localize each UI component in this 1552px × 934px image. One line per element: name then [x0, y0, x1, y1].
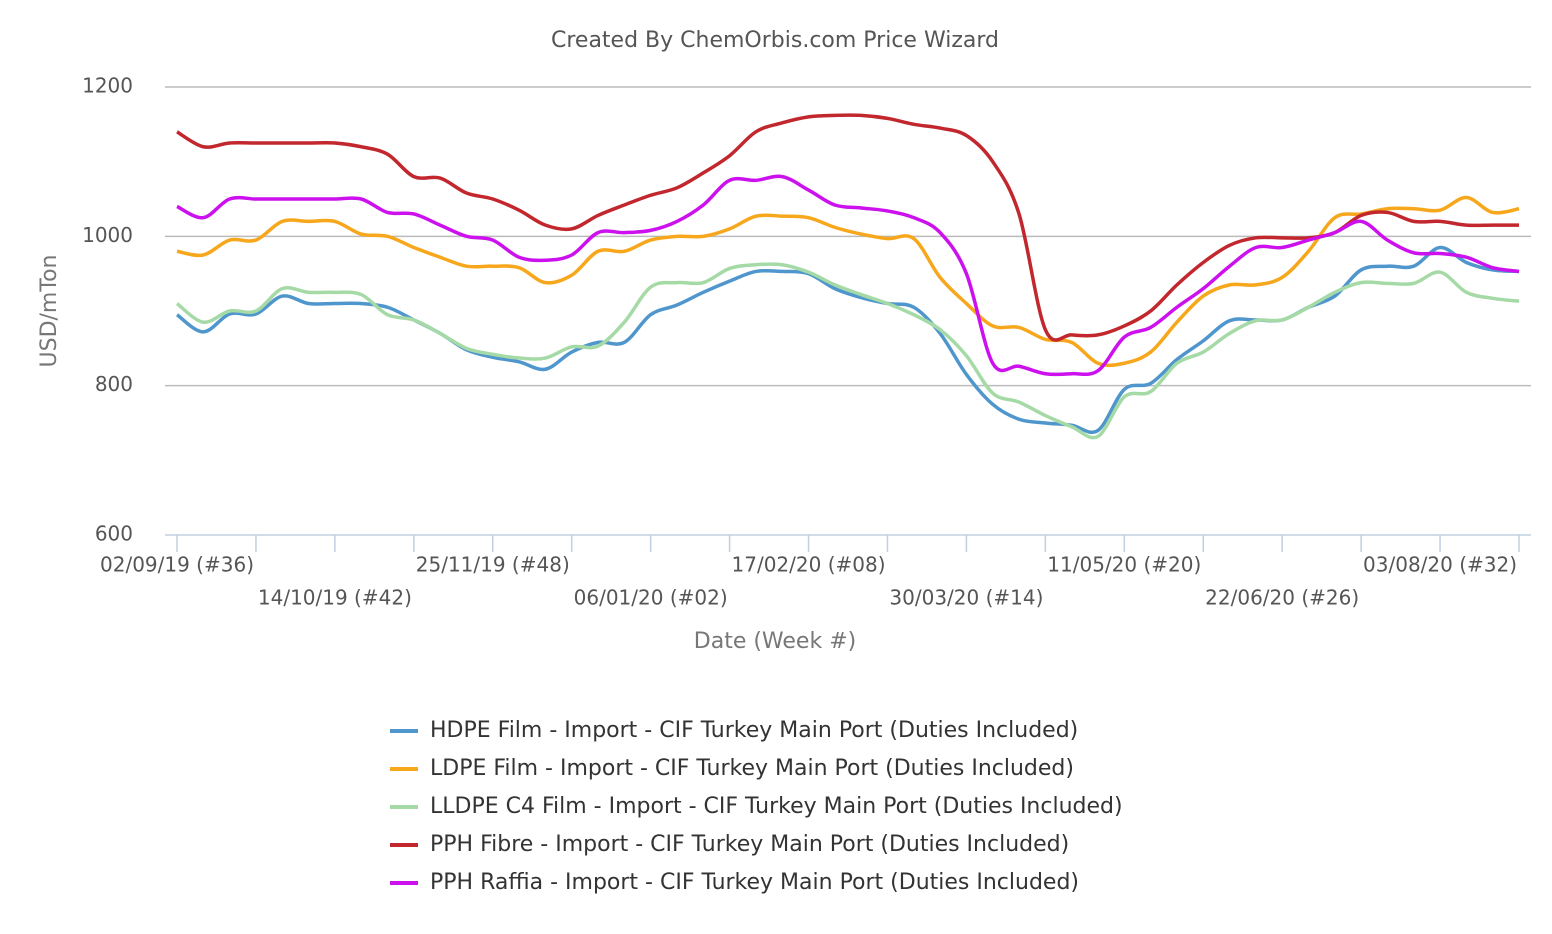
legend-label: HDPE Film - Import - CIF Turkey Main Por… — [430, 718, 1078, 743]
y-tick-label: 800 — [95, 372, 133, 396]
chart-title: Created By ChemOrbis.com Price Wizard — [551, 28, 999, 53]
legend-label: PPH Fibre - Import - CIF Turkey Main Por… — [430, 832, 1069, 857]
x-tick-label: 03/08/20 (#32) — [1363, 553, 1517, 577]
series-line — [176, 195, 1520, 368]
y-tick-label: 1000 — [82, 223, 133, 247]
x-tick-label: 22/06/20 (#26) — [1205, 586, 1359, 610]
y-axis-label: USD/mTon — [37, 255, 62, 368]
legend-label: LLDPE C4 Film - Import - CIF Turkey Main… — [430, 794, 1123, 819]
x-tick-label: 11/05/20 (#20) — [1047, 553, 1201, 577]
x-tick-label: 14/10/19 (#42) — [258, 586, 412, 610]
x-tick-label: 06/01/20 (#02) — [574, 586, 728, 610]
series-line — [175, 245, 1520, 435]
x-tick-label: 25/11/19 (#48) — [416, 553, 570, 577]
y-tick-label: 600 — [95, 522, 133, 546]
y-tick-label: 1200 — [82, 74, 133, 98]
x-axis-label: Date (Week #) — [694, 629, 856, 654]
legend-label: LDPE Film - Import - CIF Turkey Main Por… — [430, 756, 1074, 781]
series-line — [175, 262, 1520, 440]
legend-label: PPH Raffia - Import - CIF Turkey Main Po… — [430, 870, 1079, 895]
series-line — [176, 174, 1520, 377]
series-line — [176, 113, 1519, 342]
x-tick-label: 02/09/19 (#36) — [100, 553, 254, 577]
x-tick-label: 30/03/20 (#14) — [889, 586, 1043, 610]
x-tick-label: 17/02/20 (#08) — [732, 553, 886, 577]
